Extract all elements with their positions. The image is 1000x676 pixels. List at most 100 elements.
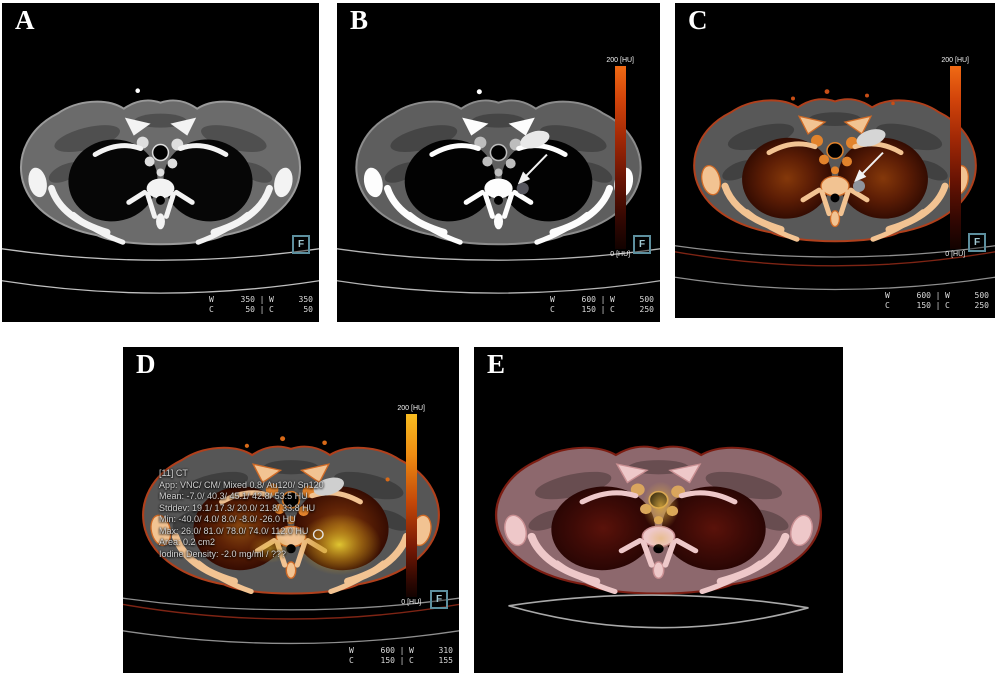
c-value-left: 50: [245, 305, 255, 314]
orientation-marker-f: F: [968, 233, 986, 252]
panel-b: B 200 [HU] 0 [HU] F W 600 | W 500 C 150 …: [337, 3, 660, 322]
w-label: W: [550, 295, 555, 304]
w-value-right: 310: [438, 646, 453, 655]
panel-label-a: A: [15, 5, 36, 35]
orientation-marker-f: F: [292, 235, 310, 254]
c-label: C: [349, 656, 354, 665]
contrast-enhancement: [313, 477, 345, 496]
divider: |: [399, 656, 405, 665]
skin-speckles: [244, 436, 390, 482]
roi-circle: [312, 529, 324, 540]
table-outline-lens: [508, 594, 809, 629]
contrast-enhancement: [520, 130, 550, 149]
panel-d: D [11] CT App: VNC/ CM/ Mixed 0.8/ Au120…: [123, 347, 459, 673]
overlay-line: Stddev: 19.1/ 17.3/ 20.0/ 21.8/ 33.8 HU: [159, 502, 316, 513]
colorbar-min-label: 0 [HU]: [610, 251, 631, 258]
divider: |: [600, 295, 606, 304]
table-line-red: [675, 251, 995, 267]
w-label: W: [885, 291, 890, 300]
skin-marker-dot: [476, 89, 482, 95]
w-label: W: [610, 295, 615, 304]
ct-bone-window-scan: [337, 89, 660, 294]
c-label: C: [610, 305, 615, 314]
table-line-red: [123, 603, 459, 620]
lesion-node: [853, 180, 865, 192]
iodine-density-roi-scan: [123, 436, 459, 644]
divider: |: [600, 305, 606, 314]
w-value-left: 600: [916, 291, 931, 300]
overlay-line: Area: 0.2 cm2: [159, 537, 216, 547]
c-value-right: 250: [974, 301, 989, 310]
overlay-line: [11] CT: [159, 468, 188, 478]
skin-marker-dot: [135, 88, 140, 94]
panel-label-b: B: [350, 5, 370, 35]
orientation-marker-f: F: [633, 235, 651, 254]
ct-soft-tissue-scan: [2, 88, 319, 294]
colorbar-gradient: [405, 414, 417, 597]
colorbar-min-label: 0 [HU]: [401, 599, 422, 606]
c-value-left: 150: [916, 301, 931, 310]
overlay-line: Mean: -7.0/ 40.3/ 45.1/ 42.8/ 53.5 HU: [159, 491, 308, 501]
c-value-right: 250: [639, 305, 654, 314]
iodine-uptake-glow-small: [249, 534, 291, 563]
w-value-left: 600: [380, 646, 395, 655]
fdg-uptake-glow: [642, 481, 680, 531]
hu-colorbar: 200 [HU] 0 [HU]: [397, 403, 425, 608]
iodine-map-fusion-scan: [675, 89, 995, 290]
colorbar-gradient: [949, 66, 961, 249]
c-label: C: [409, 656, 414, 665]
colorbar-min-label: 0 [HU]: [945, 251, 966, 258]
window-level-readout: W 600 | W 310 C 150 | C 155: [349, 646, 453, 665]
annotation-arrow-icon: [854, 151, 884, 183]
lesion-node: [516, 182, 529, 195]
panel-a: A F W 350 | W 350 C 50 | C 50: [2, 3, 319, 322]
c-label: C: [269, 305, 274, 314]
w-label: W: [349, 646, 354, 655]
c-value-left: 150: [380, 656, 395, 665]
w-label: W: [945, 291, 950, 300]
panel-e: E: [474, 347, 843, 673]
annotation-arrow-icon: [517, 153, 548, 185]
overlay-line: App: VNC/ CM/ Mixed 0.8/ Au120/ Sn120: [159, 479, 324, 490]
roi-measurement-overlay: [11] CT App: VNC/ CM/ Mixed 0.8/ Au120/ …: [159, 468, 324, 560]
hu-colorbar: 200 [HU] 0 [HU]: [941, 55, 969, 260]
fdg-uptake-glow-small: [646, 528, 675, 549]
panel-label-d: D: [136, 349, 157, 379]
w-value-right: 350: [298, 295, 313, 304]
pet-ct-fusion-scan: [474, 446, 843, 644]
panel-label-e: E: [487, 349, 507, 379]
colorbar-gradient: [614, 66, 626, 249]
contrast-enhancement: [856, 129, 886, 147]
c-label: C: [945, 301, 950, 310]
c-label: C: [550, 305, 555, 314]
window-level-readout: W 600 | W 500 C 150 | C 250: [550, 295, 654, 314]
w-label: W: [209, 295, 214, 304]
divider: |: [259, 295, 265, 304]
divider: |: [399, 646, 405, 655]
c-value-right: 50: [303, 305, 313, 314]
w-label: W: [409, 646, 414, 655]
w-value-left: 600: [581, 295, 596, 304]
divider: |: [259, 305, 265, 314]
window-level-readout: W 350 | W 350 C 50 | C 50: [209, 295, 313, 314]
skin-speckles: [791, 89, 895, 106]
hu-colorbar: 200 [HU] 0 [HU]: [606, 55, 634, 260]
colorbar-max-label: 200 [HU]: [397, 405, 425, 412]
colorbar-max-label: 200 [HU]: [941, 57, 969, 64]
w-value-left: 350: [240, 295, 255, 304]
overlay-line: Iodine Density: -2.0 mg/ml / ???: [159, 548, 287, 559]
overlay-line: Min: -40.0/ 4.0/ 8.0/ -8.0/ -26.0 HU: [159, 514, 296, 524]
panel-c: C 200 [HU] 0 [HU] F W 600 | W 500 C 150 …: [675, 3, 995, 318]
divider: |: [935, 301, 941, 310]
colorbar-max-label: 200 [HU]: [606, 57, 634, 64]
panel-label-c: C: [688, 5, 709, 35]
c-label: C: [209, 305, 214, 314]
window-level-readout: W 600 | W 500 C 150 | C 250: [885, 291, 989, 310]
w-value-right: 500: [639, 295, 654, 304]
c-value-right: 155: [438, 656, 453, 665]
c-label: C: [885, 301, 890, 310]
overlay-line: Max: 26.0/ 81.0/ 78.0/ 74.0/ 112.0 HU: [159, 525, 309, 536]
orientation-marker-f: F: [430, 590, 448, 609]
c-value-left: 150: [581, 305, 596, 314]
